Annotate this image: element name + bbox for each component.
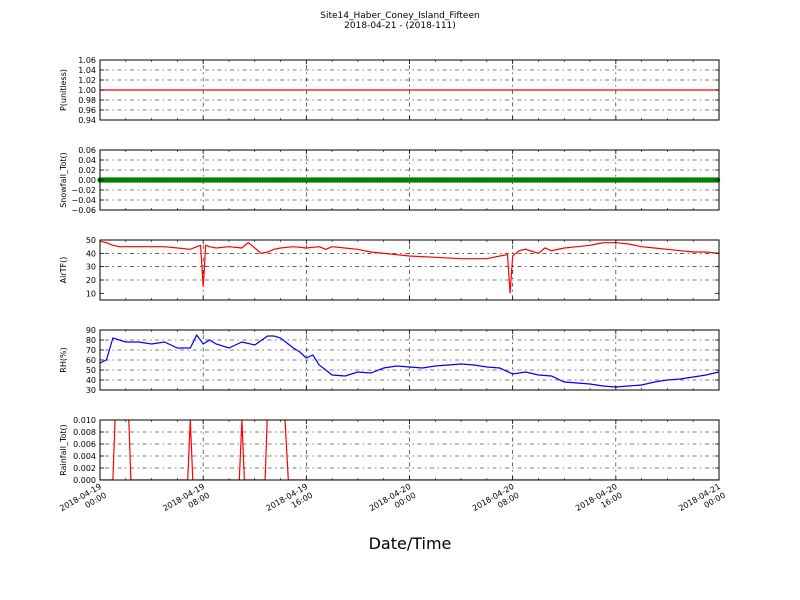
y-axis-label: P(unitless) <box>59 69 68 111</box>
y-tick-label: 1.00 <box>78 86 96 95</box>
y-tick-label: 0.010 <box>73 416 96 425</box>
y-axis-label: Snowfall_Tot() <box>59 152 68 208</box>
y-tick-label: 50 <box>86 236 96 245</box>
x-axis-label: Date/Time <box>368 534 452 553</box>
y-tick-label: 0.002 <box>73 464 96 473</box>
y-tick-label: 10 <box>86 289 96 298</box>
figure-subtitle: 2018-04-21 - (2018-111) <box>344 21 456 31</box>
y-tick-label: 20 <box>86 276 96 285</box>
y-tick-label: 0.94 <box>78 116 96 125</box>
y-axis-label: RH(%) <box>59 347 68 372</box>
y-tick-label: 60 <box>86 356 96 365</box>
x-tick-label: 2018-04-2100:00 <box>677 482 727 522</box>
y-tick-label: 90 <box>86 326 96 335</box>
y-tick-label: 30 <box>86 263 96 272</box>
y-tick-label: 1.06 <box>78 56 96 65</box>
panel-2: −0.06−0.04−0.020.000.020.040.06 Snowfall_… <box>59 146 721 215</box>
y-tick-label: −0.02 <box>71 186 96 195</box>
y-tick-label: 0.96 <box>78 106 96 115</box>
y-tick-label: 0.06 <box>78 146 96 155</box>
y-tick-label: 0.98 <box>78 96 96 105</box>
y-tick-label: −0.04 <box>71 196 96 205</box>
y-tick-label: 80 <box>86 336 96 345</box>
y-tick-label: 0.008 <box>73 428 96 437</box>
y-tick-label: 40 <box>86 376 96 385</box>
panel-3: 10 20 30 40 50 AirTF() <box>59 236 720 301</box>
y-tick-label: 0.02 <box>78 166 96 175</box>
x-tick-label: 2018-04-1916:00 <box>265 482 315 522</box>
series-line <box>100 240 719 294</box>
y-tick-label: 0.04 <box>78 156 96 165</box>
panel-1: 0.940.960.981.001.021.041.06 P(unitless) <box>59 56 720 125</box>
panel-5: 0.000 0.002 0.004 0.006 0.008 0.010 Rainfall_T… <box>59 416 720 485</box>
x-tick-label: 2018-04-1900:00 <box>58 482 108 522</box>
series-line <box>100 333 719 388</box>
y-axis-label: AirTF() <box>59 257 68 284</box>
figure-title: Site14_Haber_Coney_Island_Fifteen <box>320 11 480 21</box>
y-tick-label: 0.000 <box>73 476 96 485</box>
y-tick-label: 40 <box>86 249 96 258</box>
y-tick-label: 1.02 <box>78 76 96 85</box>
x-tick-label: 2018-04-1908:00 <box>161 482 211 522</box>
y-tick-label: 30 <box>86 386 96 395</box>
y-tick-label: 70 <box>86 346 96 355</box>
y-axis-label: Rainfall_Tot() <box>59 424 68 476</box>
x-tick-label: 2018-04-2000:00 <box>368 482 418 522</box>
y-tick-label: −0.06 <box>71 206 96 215</box>
y-tick-label: 0.004 <box>73 452 96 461</box>
x-tick-label: 2018-04-2016:00 <box>574 482 624 522</box>
y-tick-label: 0.00 <box>78 176 96 185</box>
y-tick-label: 1.04 <box>78 66 96 75</box>
y-tick-label: 50 <box>86 366 96 375</box>
x-tick-label: 2018-04-2008:00 <box>471 482 521 522</box>
y-tick-label: 0.006 <box>73 440 96 449</box>
